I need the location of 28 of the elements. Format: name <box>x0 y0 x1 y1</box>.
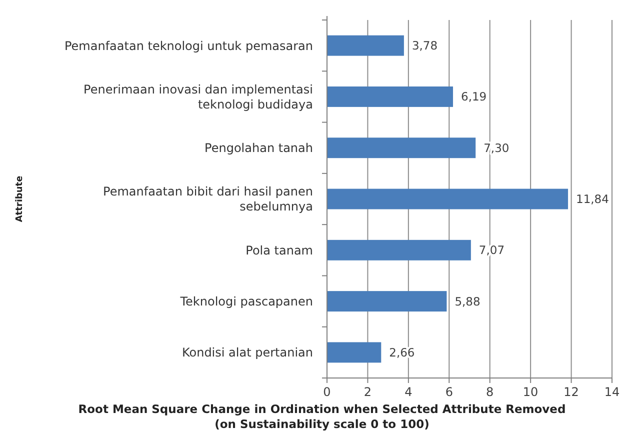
y-tick-label: Pola tanam <box>246 243 313 258</box>
y-tick-label: Pemanfaatan teknologi untuk pemasaran <box>64 38 313 53</box>
y-tick-label: Pengolahan tanah <box>204 141 313 156</box>
x-tick-label: 6 <box>445 385 453 399</box>
bar <box>327 138 476 158</box>
x-tick-label: 10 <box>522 385 538 399</box>
x-tick-label: 0 <box>323 385 331 399</box>
y-tick-label: Pemanfaatan bibit dari hasil panen sebelumnya <box>103 184 313 214</box>
data-label: 6,19 <box>461 90 487 104</box>
data-label: 5,88 <box>454 294 480 308</box>
x-tick-label: 4 <box>404 385 412 399</box>
x-tick-label: 2 <box>364 385 372 399</box>
y-tick-label: Kondisi alat pertanian <box>182 346 313 360</box>
y-axis-title: Attribute <box>15 176 25 222</box>
bar <box>327 291 447 312</box>
x-tick-label: 12 <box>564 385 579 399</box>
bar <box>327 35 404 56</box>
data-label: 3,78 <box>412 38 438 53</box>
y-tick-label: Teknologi pascapanen <box>179 294 313 308</box>
x-tick-label: 14 <box>604 385 620 399</box>
x-axis-title: Root Mean Square Change in Ordination when Selected Attribute Removed (on Sustainability scale 0 to 100) <box>78 402 566 431</box>
bar <box>327 188 568 210</box>
data-label: 11,84 <box>576 192 609 206</box>
bar <box>327 342 382 363</box>
x-tick-label: 8 <box>486 385 494 399</box>
bar <box>327 86 454 107</box>
bar <box>327 240 471 260</box>
y-tick-label: Penerimaan inovasi dan implementasi teknologi budidaya <box>84 82 313 112</box>
